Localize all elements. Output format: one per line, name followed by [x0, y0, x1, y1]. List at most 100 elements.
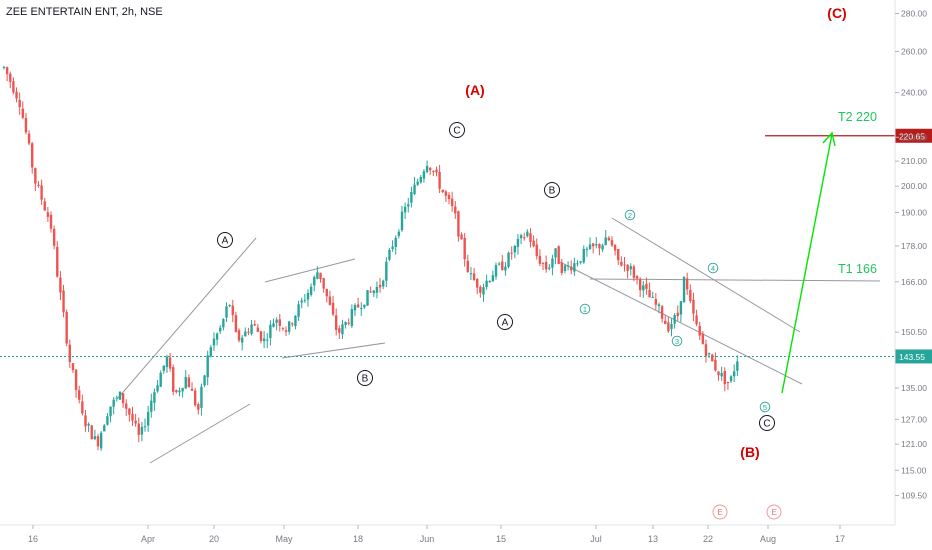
candle-body	[664, 320, 667, 325]
candle-body	[472, 273, 476, 281]
candle-body	[554, 248, 557, 258]
minor-wave-label: 2	[628, 211, 632, 220]
candle-body	[153, 392, 156, 403]
candle-body	[626, 264, 629, 272]
candle-body	[68, 344, 72, 363]
target-t1-label: T1 166	[838, 262, 877, 276]
y-tick-label: 109.50	[901, 490, 927, 500]
candle-body	[146, 411, 150, 426]
x-tick-label: 13	[648, 534, 658, 544]
candle-body	[250, 324, 253, 334]
candle-body	[695, 315, 698, 325]
candle-body	[237, 330, 241, 341]
circled-wave-marker	[497, 314, 513, 330]
candle-body	[262, 338, 266, 342]
candle-body	[679, 301, 683, 315]
candle-body	[541, 262, 545, 264]
minor-wave-marker	[671, 335, 683, 347]
candle-body	[570, 266, 573, 271]
candle-body	[313, 276, 316, 286]
candle-body	[112, 399, 115, 407]
minor-wave-label: 4	[711, 264, 715, 273]
candle-body	[413, 184, 416, 195]
candle-body	[723, 370, 726, 385]
candle-body	[228, 305, 231, 307]
candle-body	[9, 73, 12, 82]
candle-body	[325, 288, 328, 297]
y-tick-label: 150.50	[901, 327, 927, 337]
candle-body	[557, 246, 560, 264]
candle-body	[234, 315, 238, 332]
candle-body	[466, 260, 470, 272]
y-tick-label: 240.00	[901, 88, 927, 98]
candle-body	[601, 245, 604, 250]
candle-body	[356, 304, 360, 308]
candle-body	[654, 299, 658, 305]
candle-body	[24, 118, 28, 133]
x-tick-label: Jun	[420, 534, 435, 544]
candle-body	[548, 267, 551, 269]
candle-body	[366, 290, 369, 306]
candle-body	[131, 413, 134, 421]
candle-body	[222, 319, 225, 328]
candle-body	[667, 322, 670, 332]
candle-body	[388, 249, 391, 260]
candle-body	[303, 300, 307, 302]
circled-wave-label: C	[763, 419, 770, 430]
candle-body	[43, 201, 46, 211]
candle-body	[240, 337, 244, 343]
minor-wave-marker	[579, 303, 591, 315]
candle-body	[416, 181, 419, 185]
candle-body	[507, 252, 510, 267]
candle-body	[87, 424, 90, 426]
candle-body	[49, 214, 53, 229]
y-tick-label: 260.00	[901, 47, 927, 57]
candle-body	[410, 192, 413, 203]
candle-body	[432, 170, 435, 172]
candle-body	[378, 284, 382, 288]
candle-body	[422, 171, 426, 179]
trendline	[559, 261, 803, 385]
candle-body	[535, 244, 538, 257]
candle-body	[319, 272, 322, 280]
trendline	[149, 403, 251, 464]
candle-body	[341, 324, 344, 335]
candle-body	[275, 319, 278, 323]
candle-body	[353, 305, 357, 311]
wave-label-major-c: (C)	[827, 5, 846, 21]
candle-body	[447, 194, 451, 200]
candle-body	[391, 246, 394, 250]
candle-body	[150, 400, 153, 412]
candle-body	[81, 401, 84, 414]
candle-body	[272, 323, 275, 327]
x-tick-label: 22	[703, 534, 713, 544]
candle-body	[347, 322, 350, 324]
candle-body	[676, 312, 679, 317]
candle-body	[140, 426, 144, 435]
minor-wave-label: 5	[763, 403, 767, 412]
candle-body	[576, 263, 579, 265]
candle-body	[331, 302, 335, 315]
earnings-event-label: E	[771, 508, 776, 517]
candle-body	[685, 278, 689, 290]
circled-wave-label: C	[453, 126, 460, 137]
circled-wave-label: B	[549, 186, 556, 197]
candle-body	[497, 263, 501, 265]
candle-body	[591, 243, 595, 247]
candle-body	[385, 261, 388, 281]
trendline	[281, 342, 386, 359]
candle-body	[78, 390, 81, 400]
candle-body	[344, 322, 347, 325]
candle-body	[134, 420, 137, 424]
y-tick-label: 210.00	[901, 156, 927, 166]
candle-body	[579, 261, 582, 263]
candle-body	[595, 244, 598, 246]
candle-body	[59, 277, 62, 293]
minor-wave-marker	[759, 401, 771, 413]
candle-body	[328, 296, 332, 305]
candle-body	[338, 328, 341, 333]
candle-body	[692, 299, 695, 314]
candle-body	[99, 432, 103, 449]
y-tick-label: 121.00	[901, 439, 927, 449]
